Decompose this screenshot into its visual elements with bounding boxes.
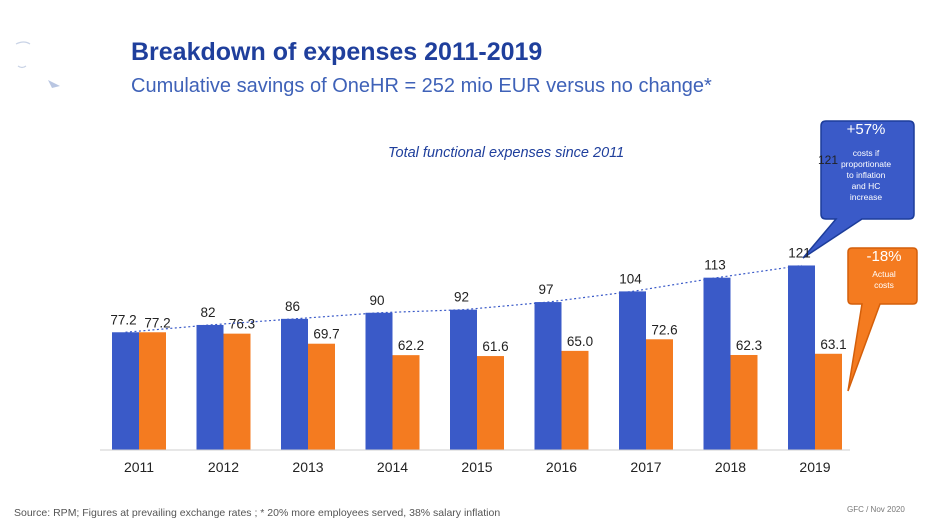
- bar-label-2017-orange: 72.6: [651, 322, 677, 337]
- bar-label-2018-blue: 113: [704, 258, 726, 273]
- inflation-callout-line: increase: [849, 192, 883, 202]
- bar-2016-orange: [561, 350, 589, 450]
- bar-label-2019-blue: 121: [788, 245, 811, 260]
- inflation-callout-line: and HC: [851, 181, 881, 191]
- bar-2015-blue: [450, 309, 477, 450]
- footer-reference: GFC / Nov 2020: [847, 505, 905, 514]
- bar-label-2011-blue: 77.2: [110, 312, 136, 327]
- bar-label-2015-orange: 61.6: [482, 339, 508, 354]
- bar-2017-blue: [619, 291, 646, 450]
- bar-2018-blue: [703, 277, 731, 450]
- bar-2012-blue: [196, 324, 224, 450]
- callout-shapes: [802, 120, 918, 392]
- bar-2015-orange: [477, 356, 504, 450]
- inflation-callout-line: costs if: [852, 148, 880, 158]
- bar-label-2013-orange: 69.7: [313, 327, 339, 342]
- bar-2011-blue: [112, 332, 139, 450]
- inflation-callout-value: 121: [818, 153, 839, 167]
- actual-callout-bubble: [847, 247, 918, 392]
- inflation-callout-line: to inflation: [846, 170, 886, 180]
- bar-2014-orange: [392, 355, 420, 450]
- inflation-callout-bubble: [802, 120, 915, 259]
- bar-2019-orange: [815, 353, 842, 450]
- x-tick-2013: 2013: [292, 459, 323, 475]
- actual-callout-line: Actual: [872, 269, 896, 279]
- chart-title: Total functional expenses since 2011: [388, 145, 625, 161]
- labels-layer: 77.2 77.2 2011 82 76.3 2012 86 69.7 2013 90 62.2 20…: [110, 245, 846, 475]
- page-title: Breakdown of expenses 2011-2019: [131, 38, 543, 66]
- actual-callout-pct: -18%: [866, 248, 902, 265]
- bars-layer: [100, 265, 850, 451]
- trend-line: [125, 264, 802, 333]
- bar-label-2014-orange: 62.2: [398, 338, 424, 353]
- bar-2014-blue: [365, 312, 393, 450]
- bar-label-2011-orange: 77.2: [144, 315, 170, 330]
- x-tick-2014: 2014: [377, 459, 408, 475]
- x-tick-2017: 2017: [630, 459, 661, 475]
- bar-2013-blue: [281, 318, 308, 450]
- bar-label-2016-blue: 97: [538, 282, 553, 297]
- inflation-callout: +57% costs if proportionate to inflation…: [824, 122, 908, 203]
- bar-2012-orange: [223, 333, 251, 450]
- x-tick-2016: 2016: [546, 459, 577, 475]
- x-tick-2018: 2018: [715, 459, 746, 475]
- actual-callout-line: costs: [874, 280, 894, 290]
- page-subtitle: Cumulative savings of OneHR = 252 mio EU…: [131, 75, 712, 97]
- x-tick-2019: 2019: [799, 459, 830, 475]
- inflation-callout-line: proportionate: [840, 159, 892, 169]
- company-logo: [14, 36, 74, 101]
- bar-label-2013-blue: 86: [285, 299, 300, 314]
- bar-2011-orange: [139, 332, 166, 450]
- bar-label-2018-orange: 62.3: [736, 338, 762, 353]
- bar-2017-orange: [646, 339, 673, 450]
- x-tick-2015: 2015: [461, 459, 492, 475]
- x-tick-2012: 2012: [208, 459, 239, 475]
- bar-2019-blue: [788, 265, 815, 450]
- bar-label-2017-blue: 104: [619, 271, 642, 286]
- bar-label-2016-orange: 65.0: [567, 334, 593, 349]
- inflation-callout-pct: +57%: [846, 121, 886, 138]
- bar-2018-orange: [730, 354, 758, 450]
- bar-label-2019-orange: 63.1: [820, 337, 846, 352]
- x-tick-2011: 2011: [124, 459, 154, 475]
- bar-label-2012-orange: 76.3: [229, 317, 255, 332]
- bar-label-2015-blue: 92: [454, 290, 469, 305]
- bar-2013-orange: [308, 343, 335, 450]
- bar-2016-blue: [534, 302, 562, 450]
- source-note: Source: RPM; Figures at prevailing excha…: [14, 507, 501, 519]
- bar-label-2014-blue: 90: [369, 293, 384, 308]
- actual-callout: -18% Actual costs: [851, 249, 917, 291]
- bar-label-2012-blue: 82: [200, 305, 215, 320]
